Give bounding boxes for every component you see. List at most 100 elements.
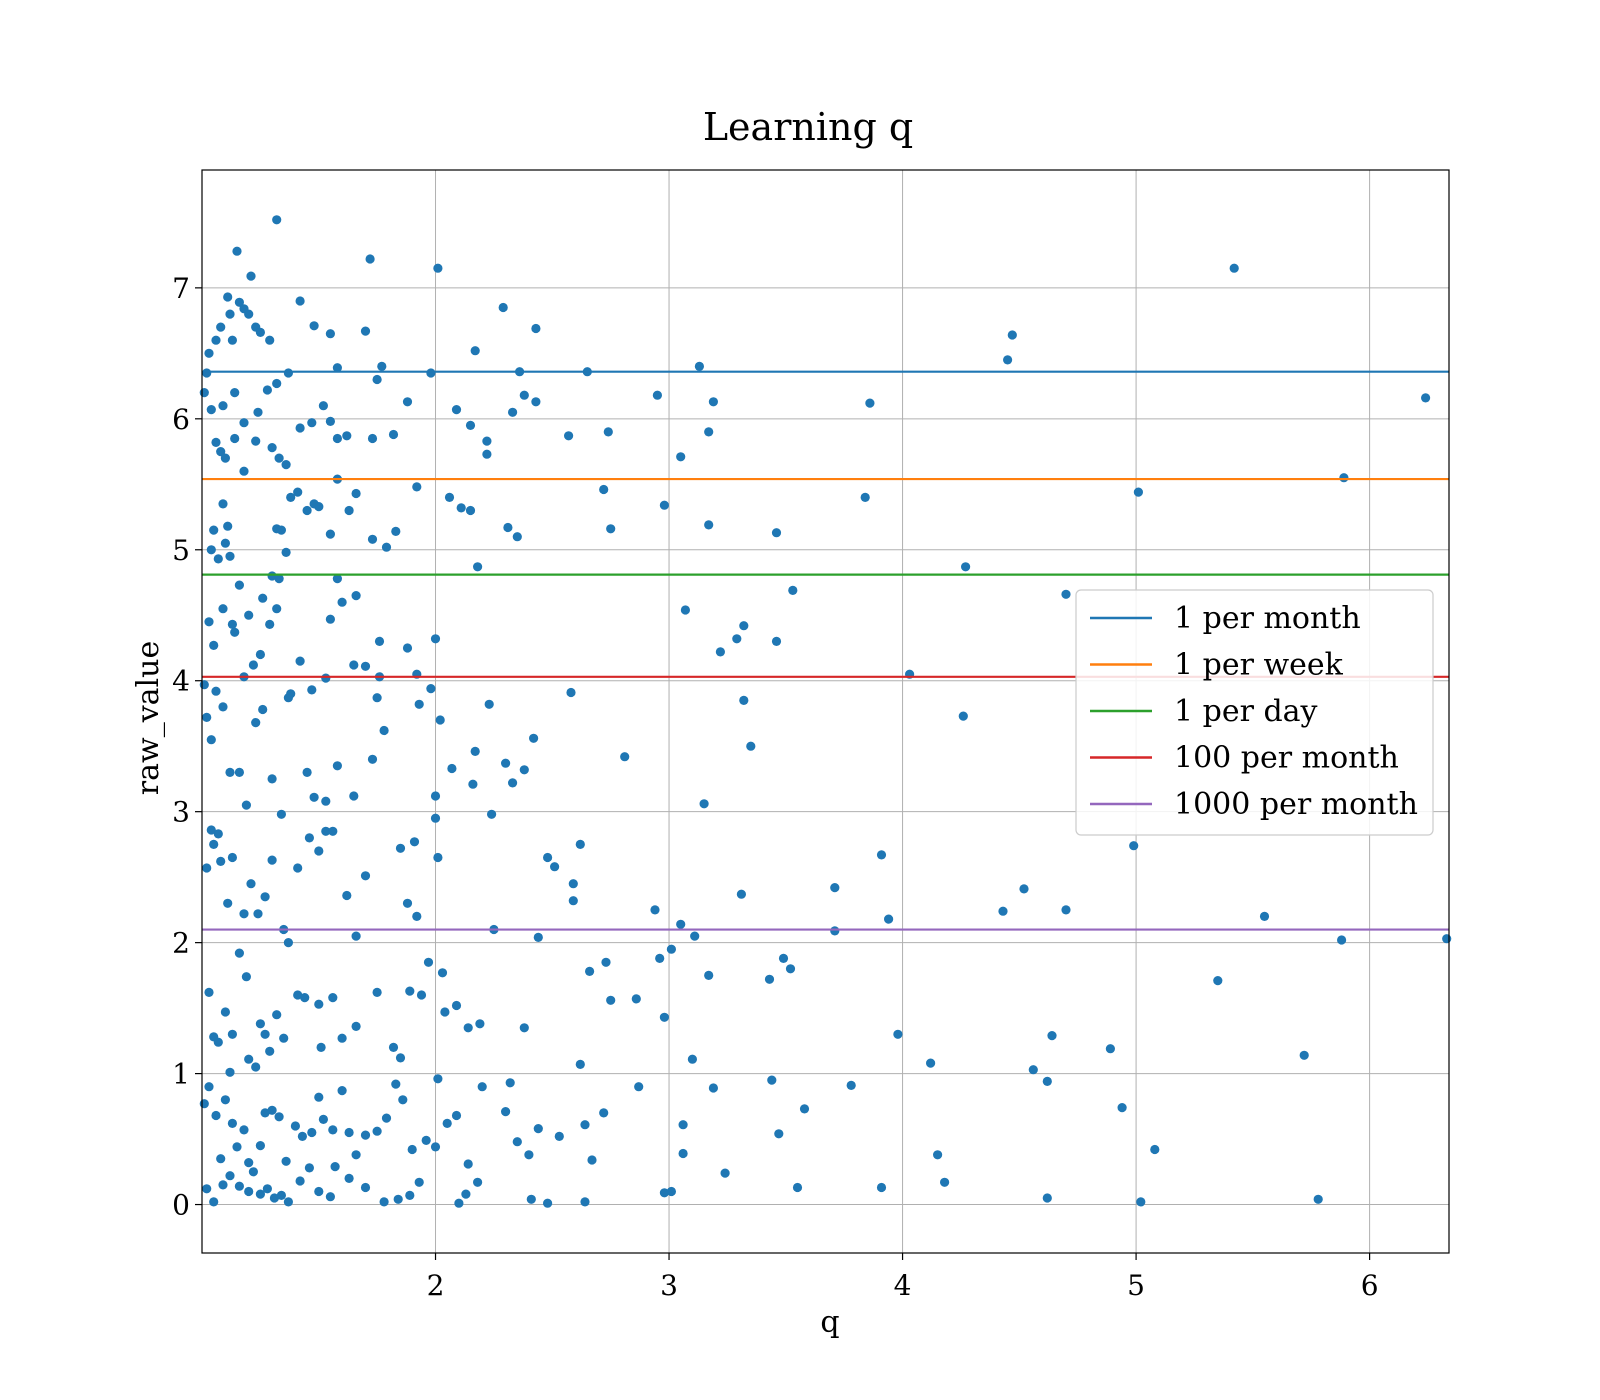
data-point bbox=[398, 1095, 408, 1105]
data-point bbox=[771, 528, 782, 538]
data-point bbox=[933, 1150, 943, 1160]
data-point bbox=[519, 765, 529, 775]
data-point bbox=[202, 368, 212, 378]
data-point bbox=[220, 538, 230, 548]
data-point bbox=[1259, 911, 1270, 922]
data-point bbox=[230, 627, 240, 637]
data-point bbox=[325, 614, 335, 624]
data-point bbox=[666, 944, 677, 954]
data-point bbox=[241, 800, 251, 810]
data-point bbox=[314, 1092, 324, 1102]
data-point bbox=[580, 1197, 590, 1207]
data-point bbox=[566, 687, 576, 698]
data-point bbox=[316, 1042, 326, 1052]
data-point bbox=[202, 863, 212, 873]
data-point bbox=[412, 482, 422, 492]
data-point bbox=[342, 890, 352, 901]
data-point bbox=[265, 1046, 275, 1056]
data-point bbox=[1042, 1193, 1052, 1203]
data-point bbox=[470, 346, 480, 356]
data-point bbox=[349, 791, 359, 801]
data-point bbox=[307, 1127, 317, 1138]
data-point bbox=[650, 905, 660, 915]
chart-title: Learning q bbox=[703, 105, 913, 149]
data-point bbox=[580, 1120, 590, 1130]
data-point bbox=[463, 1159, 473, 1169]
data-point bbox=[603, 427, 613, 437]
y-tick-label: 5 bbox=[172, 534, 190, 567]
data-point bbox=[926, 1058, 936, 1068]
data-point bbox=[248, 660, 258, 670]
data-point bbox=[209, 1197, 219, 1207]
legend-label: 100 per month bbox=[1174, 741, 1399, 776]
data-point bbox=[678, 1148, 688, 1159]
data-point bbox=[213, 829, 223, 839]
data-point bbox=[344, 1173, 354, 1183]
data-point bbox=[325, 1192, 335, 1202]
data-point bbox=[381, 1113, 392, 1123]
data-point bbox=[388, 429, 399, 440]
data-point bbox=[568, 879, 578, 889]
data-point bbox=[442, 1118, 452, 1128]
data-point bbox=[367, 433, 378, 444]
data-point bbox=[234, 948, 244, 958]
x-tick-label: 3 bbox=[660, 1269, 678, 1302]
data-point bbox=[715, 647, 726, 657]
legend-label: 1 per month bbox=[1174, 601, 1361, 636]
data-point bbox=[430, 813, 441, 823]
data-point bbox=[599, 484, 609, 495]
data-point bbox=[876, 850, 887, 860]
data-point bbox=[606, 995, 616, 1005]
data-point bbox=[204, 617, 214, 627]
data-point bbox=[265, 335, 275, 345]
data-point bbox=[206, 735, 216, 745]
data-point bbox=[451, 405, 462, 415]
data-point bbox=[395, 1053, 406, 1063]
data-point bbox=[262, 385, 272, 395]
data-point bbox=[708, 397, 719, 407]
data-point bbox=[234, 580, 244, 590]
data-point bbox=[255, 327, 265, 337]
data-point bbox=[704, 427, 714, 437]
data-point bbox=[519, 390, 529, 400]
data-point bbox=[321, 673, 331, 683]
data-points bbox=[199, 215, 1452, 1208]
data-point bbox=[325, 329, 335, 339]
data-point bbox=[332, 363, 342, 373]
data-point bbox=[940, 1177, 950, 1187]
data-point bbox=[367, 534, 378, 544]
data-point bbox=[680, 605, 691, 615]
data-point bbox=[239, 466, 249, 476]
data-point bbox=[218, 702, 228, 712]
y-tick-label: 0 bbox=[172, 1189, 190, 1222]
data-point bbox=[461, 1189, 471, 1199]
data-point bbox=[1042, 1076, 1052, 1086]
data-point bbox=[253, 909, 263, 919]
data-point bbox=[272, 604, 282, 614]
data-point bbox=[1019, 884, 1029, 894]
data-point bbox=[360, 1130, 371, 1140]
data-point bbox=[234, 1181, 244, 1191]
data-point bbox=[554, 1131, 564, 1141]
data-point bbox=[601, 957, 611, 967]
data-point bbox=[325, 416, 335, 426]
legend-label: 1 per day bbox=[1174, 694, 1318, 729]
data-point bbox=[465, 420, 476, 430]
data-point bbox=[209, 640, 219, 651]
data-point bbox=[430, 634, 441, 644]
data-point bbox=[272, 1010, 282, 1020]
data-point bbox=[507, 407, 518, 417]
data-point bbox=[262, 1184, 272, 1194]
data-point bbox=[209, 839, 219, 850]
data-point bbox=[447, 763, 457, 774]
data-point bbox=[426, 368, 436, 378]
data-point bbox=[606, 524, 616, 534]
data-point bbox=[244, 309, 254, 319]
data-point bbox=[199, 388, 209, 398]
data-point bbox=[302, 767, 312, 778]
data-point bbox=[244, 1158, 254, 1168]
data-point bbox=[379, 725, 389, 736]
data-point bbox=[337, 1033, 347, 1043]
data-point bbox=[248, 1167, 258, 1177]
data-point bbox=[302, 505, 312, 516]
